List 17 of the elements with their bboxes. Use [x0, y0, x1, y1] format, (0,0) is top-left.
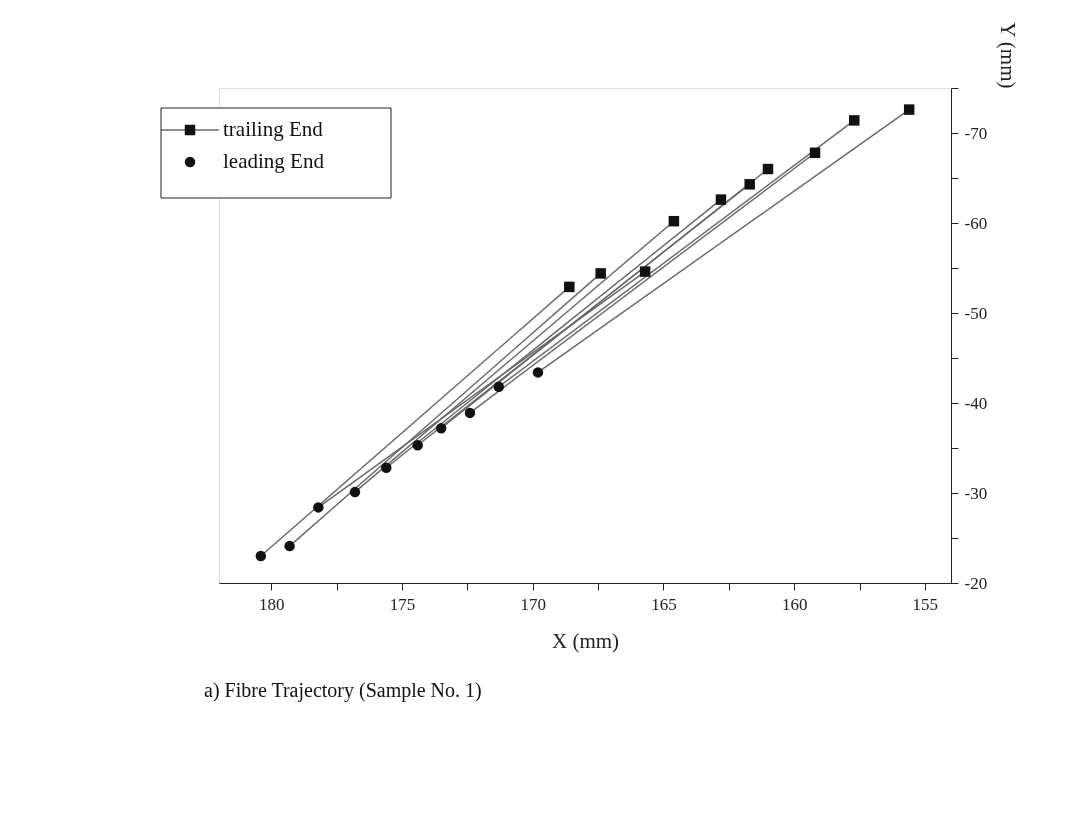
text: a) Fibre Trajectory (Sample No. 1) — [204, 679, 482, 702]
y-tick-label: -60 — [964, 213, 988, 233]
y-axis-title: Y (mm) — [996, 22, 1021, 89]
y-tick-label: -20 — [964, 573, 988, 593]
x-tick-label: 165 — [651, 594, 677, 614]
x-tick-label: 160 — [781, 594, 808, 614]
x-tick-label: 170 — [520, 594, 546, 614]
y-tick-label: -40 — [964, 393, 988, 413]
y-tick-label: -50 — [964, 303, 988, 323]
y-tick-label: -30 — [964, 483, 988, 503]
x-tick-label: 175 — [389, 594, 416, 614]
x-axis-title: X (mm) — [551, 628, 620, 653]
legend-label: leading End — [223, 149, 325, 173]
legend-label: trailing End — [223, 117, 324, 141]
y-tick-label: -70 — [964, 123, 988, 143]
x-tick-label: 155 — [912, 594, 939, 614]
x-tick-label: 180 — [259, 594, 285, 614]
